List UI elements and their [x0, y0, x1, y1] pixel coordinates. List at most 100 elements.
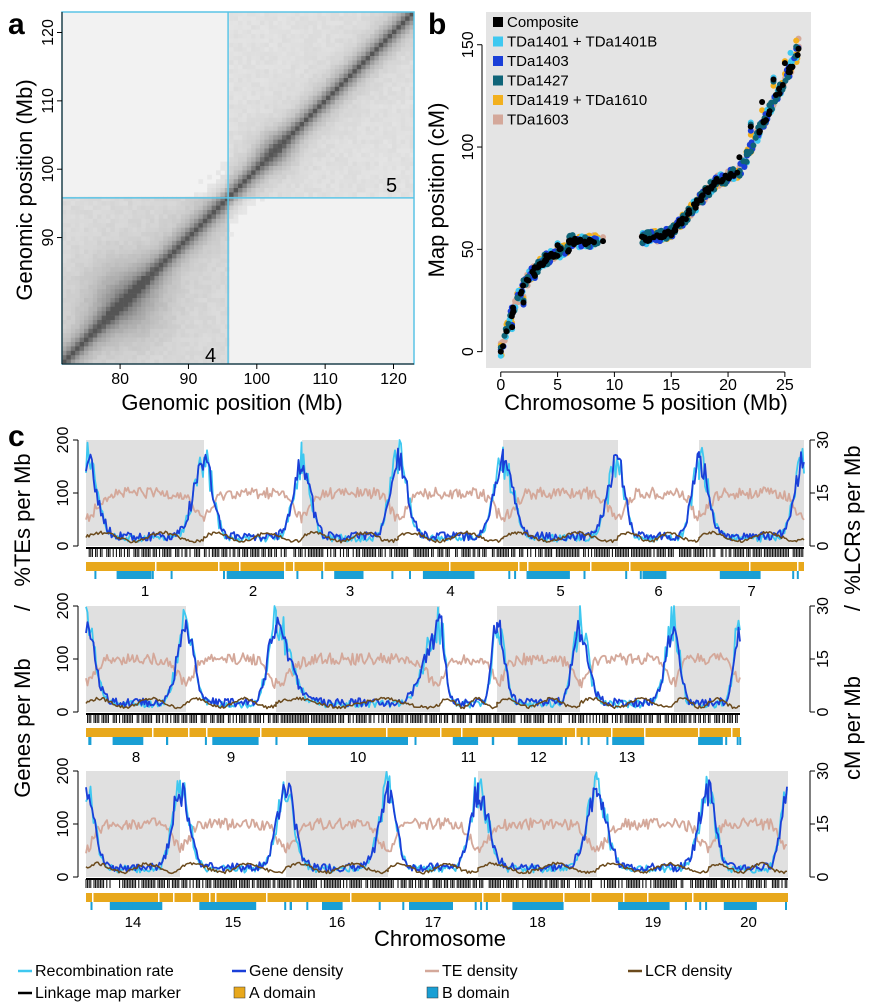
- heatmap-cell: [119, 276, 124, 281]
- heatmap-cell: [409, 152, 415, 158]
- heatmap-cell: [255, 25, 261, 30]
- heatmap-cell: [198, 223, 204, 228]
- b-domain-band: [529, 571, 532, 579]
- heatmap-cell: [229, 51, 234, 57]
- heatmap-cell: [194, 346, 199, 352]
- heatmap-cell: [198, 302, 204, 308]
- heatmap-cell: [392, 20, 397, 26]
- heatmap-cell: [220, 174, 226, 180]
- heatmap-cell: [282, 117, 287, 123]
- heatmap-cell: [92, 320, 98, 325]
- heatmap-cell: [260, 183, 265, 189]
- heatmap-cell: [216, 192, 221, 198]
- heatmap-cell: [150, 311, 155, 316]
- heatmap-cell: [167, 196, 173, 202]
- heatmap-cell: [70, 236, 76, 242]
- heatmap-cell: [308, 51, 314, 57]
- heatmap-cell: [295, 135, 300, 140]
- heatmap-cell: [216, 337, 221, 343]
- scatter-point-tda1427: [750, 142, 757, 149]
- heatmap-cell: [348, 117, 353, 123]
- heatmap-cell: [339, 183, 344, 189]
- heatmap-cell: [158, 258, 164, 264]
- heatmap-cell: [378, 130, 384, 136]
- heatmap-cell: [189, 302, 195, 308]
- x-tick-label: 5: [553, 377, 562, 394]
- heatmap-cell: [321, 188, 327, 193]
- heatmap-cell: [202, 342, 208, 347]
- heatmap-cell: [158, 342, 164, 347]
- heatmap-cell: [400, 29, 406, 35]
- heatmap-cell: [185, 298, 190, 303]
- heatmap-cell: [290, 170, 296, 176]
- heatmap-cell: [378, 78, 384, 83]
- heatmap-cell: [273, 91, 278, 96]
- heatmap-cell: [383, 82, 388, 88]
- heatmap-cell: [101, 227, 107, 233]
- heatmap-cell: [286, 152, 292, 158]
- heatmap-cell: [136, 236, 142, 242]
- heatmap-cell: [339, 91, 344, 96]
- heatmap-cell: [392, 25, 397, 30]
- heatmap-cell: [163, 302, 168, 308]
- heatmap-cell: [361, 179, 366, 184]
- heatmap-cell: [132, 258, 138, 264]
- heatmap-cell: [216, 359, 221, 365]
- heatmap-cell: [62, 355, 67, 360]
- heatmap-cell: [392, 78, 397, 83]
- heatmap-cell: [321, 51, 327, 57]
- heatmap-cell: [150, 249, 155, 255]
- heatmap-cell: [79, 280, 85, 286]
- heatmap-cell: [290, 108, 296, 114]
- heatmap-cell: [176, 218, 182, 224]
- heatmap-cell: [172, 333, 177, 338]
- heatmap-cell: [106, 201, 111, 206]
- heatmap-cell: [304, 64, 309, 70]
- heatmap-cell: [343, 188, 349, 193]
- heatmap-cell: [321, 148, 327, 154]
- heatmap-cell: [114, 342, 120, 347]
- heatmap-cell: [286, 192, 292, 198]
- heatmap-cell: [202, 276, 208, 281]
- heatmap-cell: [299, 122, 305, 127]
- heatmap-cell: [70, 320, 76, 325]
- heatmap-cell: [66, 232, 72, 237]
- heatmap-cell: [264, 60, 270, 66]
- heatmap-cell: [229, 201, 234, 206]
- scatter-point-tda1427: [745, 150, 752, 157]
- heatmap-cell: [268, 64, 274, 70]
- heatmap-cell: [343, 104, 349, 110]
- heatmap-cell: [136, 306, 142, 312]
- heatmap-cell: [114, 258, 120, 264]
- heatmap-cell: [246, 42, 252, 48]
- heatmap-cell: [238, 174, 243, 180]
- heatmap-cell: [119, 232, 124, 237]
- heatmap-cell: [273, 86, 278, 92]
- scatter-point-composite: [679, 215, 686, 222]
- heatmap-cell: [396, 51, 402, 57]
- heatmap-cell: [229, 42, 234, 48]
- heatmap-cell: [295, 42, 300, 48]
- heatmap-cell: [312, 91, 318, 96]
- heatmap-cell: [154, 311, 160, 316]
- heatmap-cell: [70, 254, 76, 259]
- heatmap-cell: [352, 122, 358, 127]
- heatmap-cell: [189, 337, 195, 343]
- legend-label: TDa1419 + TDa1610: [507, 92, 647, 109]
- heatmap-cell: [229, 12, 234, 17]
- heatmap-cell: [180, 350, 186, 356]
- heatmap-cell: [132, 276, 138, 281]
- heatmap-cell: [84, 289, 89, 294]
- heatmap-cell: [356, 122, 362, 127]
- heatmap-cell: [304, 108, 309, 114]
- heatmap-cell: [163, 271, 168, 277]
- heatmap-cell: [66, 293, 72, 299]
- heatmap-cell: [176, 240, 182, 246]
- heatmap-cell: [348, 126, 353, 132]
- heatmap-cell: [106, 236, 111, 242]
- scatter-point-composite: [639, 234, 646, 241]
- heatmap-cell: [163, 284, 168, 290]
- heatmap-cell: [282, 148, 287, 154]
- heatmap-cell: [66, 306, 72, 312]
- heatmap-cell: [392, 95, 397, 101]
